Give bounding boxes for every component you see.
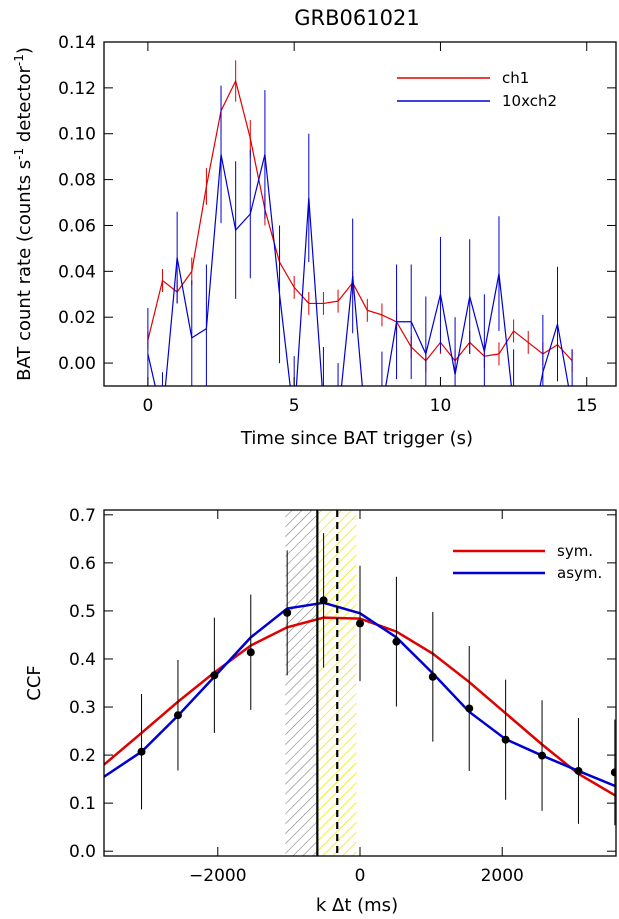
y-axis-title-part2: detector [14, 66, 35, 148]
y-tick-label: 0.12 [58, 79, 96, 99]
ccf-point [501, 735, 510, 744]
series-line-ch2 [147, 154, 570, 386]
x-tick-label: 15 [576, 396, 598, 416]
y-tick-label: 0.1 [69, 794, 96, 814]
ccf-point [392, 637, 401, 646]
x-tick-label: 10 [430, 396, 452, 416]
ccf-point [356, 619, 364, 628]
ccf-point [173, 711, 182, 720]
y-axis-title-part1: BAT count rate (counts s [14, 160, 35, 381]
legend-label-sym: sym. [557, 542, 593, 560]
ccf-point [610, 768, 616, 777]
y-tick-label: 0.08 [58, 171, 96, 191]
ccf-point [538, 751, 547, 760]
y-tick-label: 0.2 [69, 746, 96, 766]
ccf-point [465, 704, 474, 713]
y-tick-label: 0.10 [58, 125, 96, 145]
ccf-point [574, 766, 583, 775]
legend: ch1 10xch2 [397, 69, 557, 110]
uncertainty-band-gray [285, 510, 318, 856]
ccf-point [428, 672, 437, 681]
ccf-point [283, 608, 292, 617]
chart-title: GRB061021 [294, 6, 419, 30]
x-tick-label: 2000 [481, 866, 524, 886]
plot-frame [103, 509, 617, 857]
x-tick-label: 5 [289, 396, 300, 416]
x-axis-title: Time since BAT trigger (s) [240, 428, 473, 449]
ccf-point [246, 648, 255, 657]
y-tick-label: 0.6 [69, 554, 96, 574]
legend: sym. asym. [453, 542, 602, 582]
series-line-ch1 [147, 79, 573, 362]
x-axis-title: k Δt (ms) [316, 895, 398, 916]
legend-label-asym: asym. [557, 564, 602, 582]
ccf-point [319, 596, 328, 605]
legend-label-ch2: 10xch2 [502, 92, 557, 110]
y-tick-label: 0.0 [69, 842, 96, 862]
y-tick-label: 0.04 [58, 262, 96, 282]
y-axis-title-part3: ) [14, 47, 35, 54]
y-tick-label: 0.14 [58, 33, 96, 53]
y-tick-label: 0.00 [58, 354, 96, 374]
legend-label-ch1: ch1 [502, 69, 529, 87]
ccf-point [210, 671, 219, 680]
y-tick-label: 0.06 [58, 216, 96, 236]
y-axis-title-sup1: -1 [12, 148, 26, 160]
x-tick-label: 0 [355, 866, 366, 886]
y-axis-title: BAT count rate (counts s-1 detector-1) [12, 47, 35, 381]
ccf-point [137, 747, 146, 756]
x-tick-label: 0 [142, 396, 153, 416]
y-tick-label: 0.4 [69, 650, 96, 670]
y-axis-title-sup2: -1 [12, 54, 26, 66]
x-tick-label: −2000 [189, 866, 247, 886]
y-tick-label: 0.3 [69, 698, 96, 718]
y-tick-label: 0.7 [69, 506, 96, 526]
y-axis-title: CCF [24, 665, 45, 701]
plot-frame [103, 41, 617, 387]
ccf-panel: −2000 0 2000 0.0 0.1 0.2 0.3 0.4 0.5 0.6 0.7 k Δt… [24, 506, 617, 916]
y-tick-label: 0.02 [58, 308, 96, 328]
y-tick-label: 0.5 [69, 602, 96, 622]
lightcurve-panel: GRB061021 0 5 10 15 0.00 0.02 0.04 0.06 0.08 0.1… [12, 6, 617, 449]
